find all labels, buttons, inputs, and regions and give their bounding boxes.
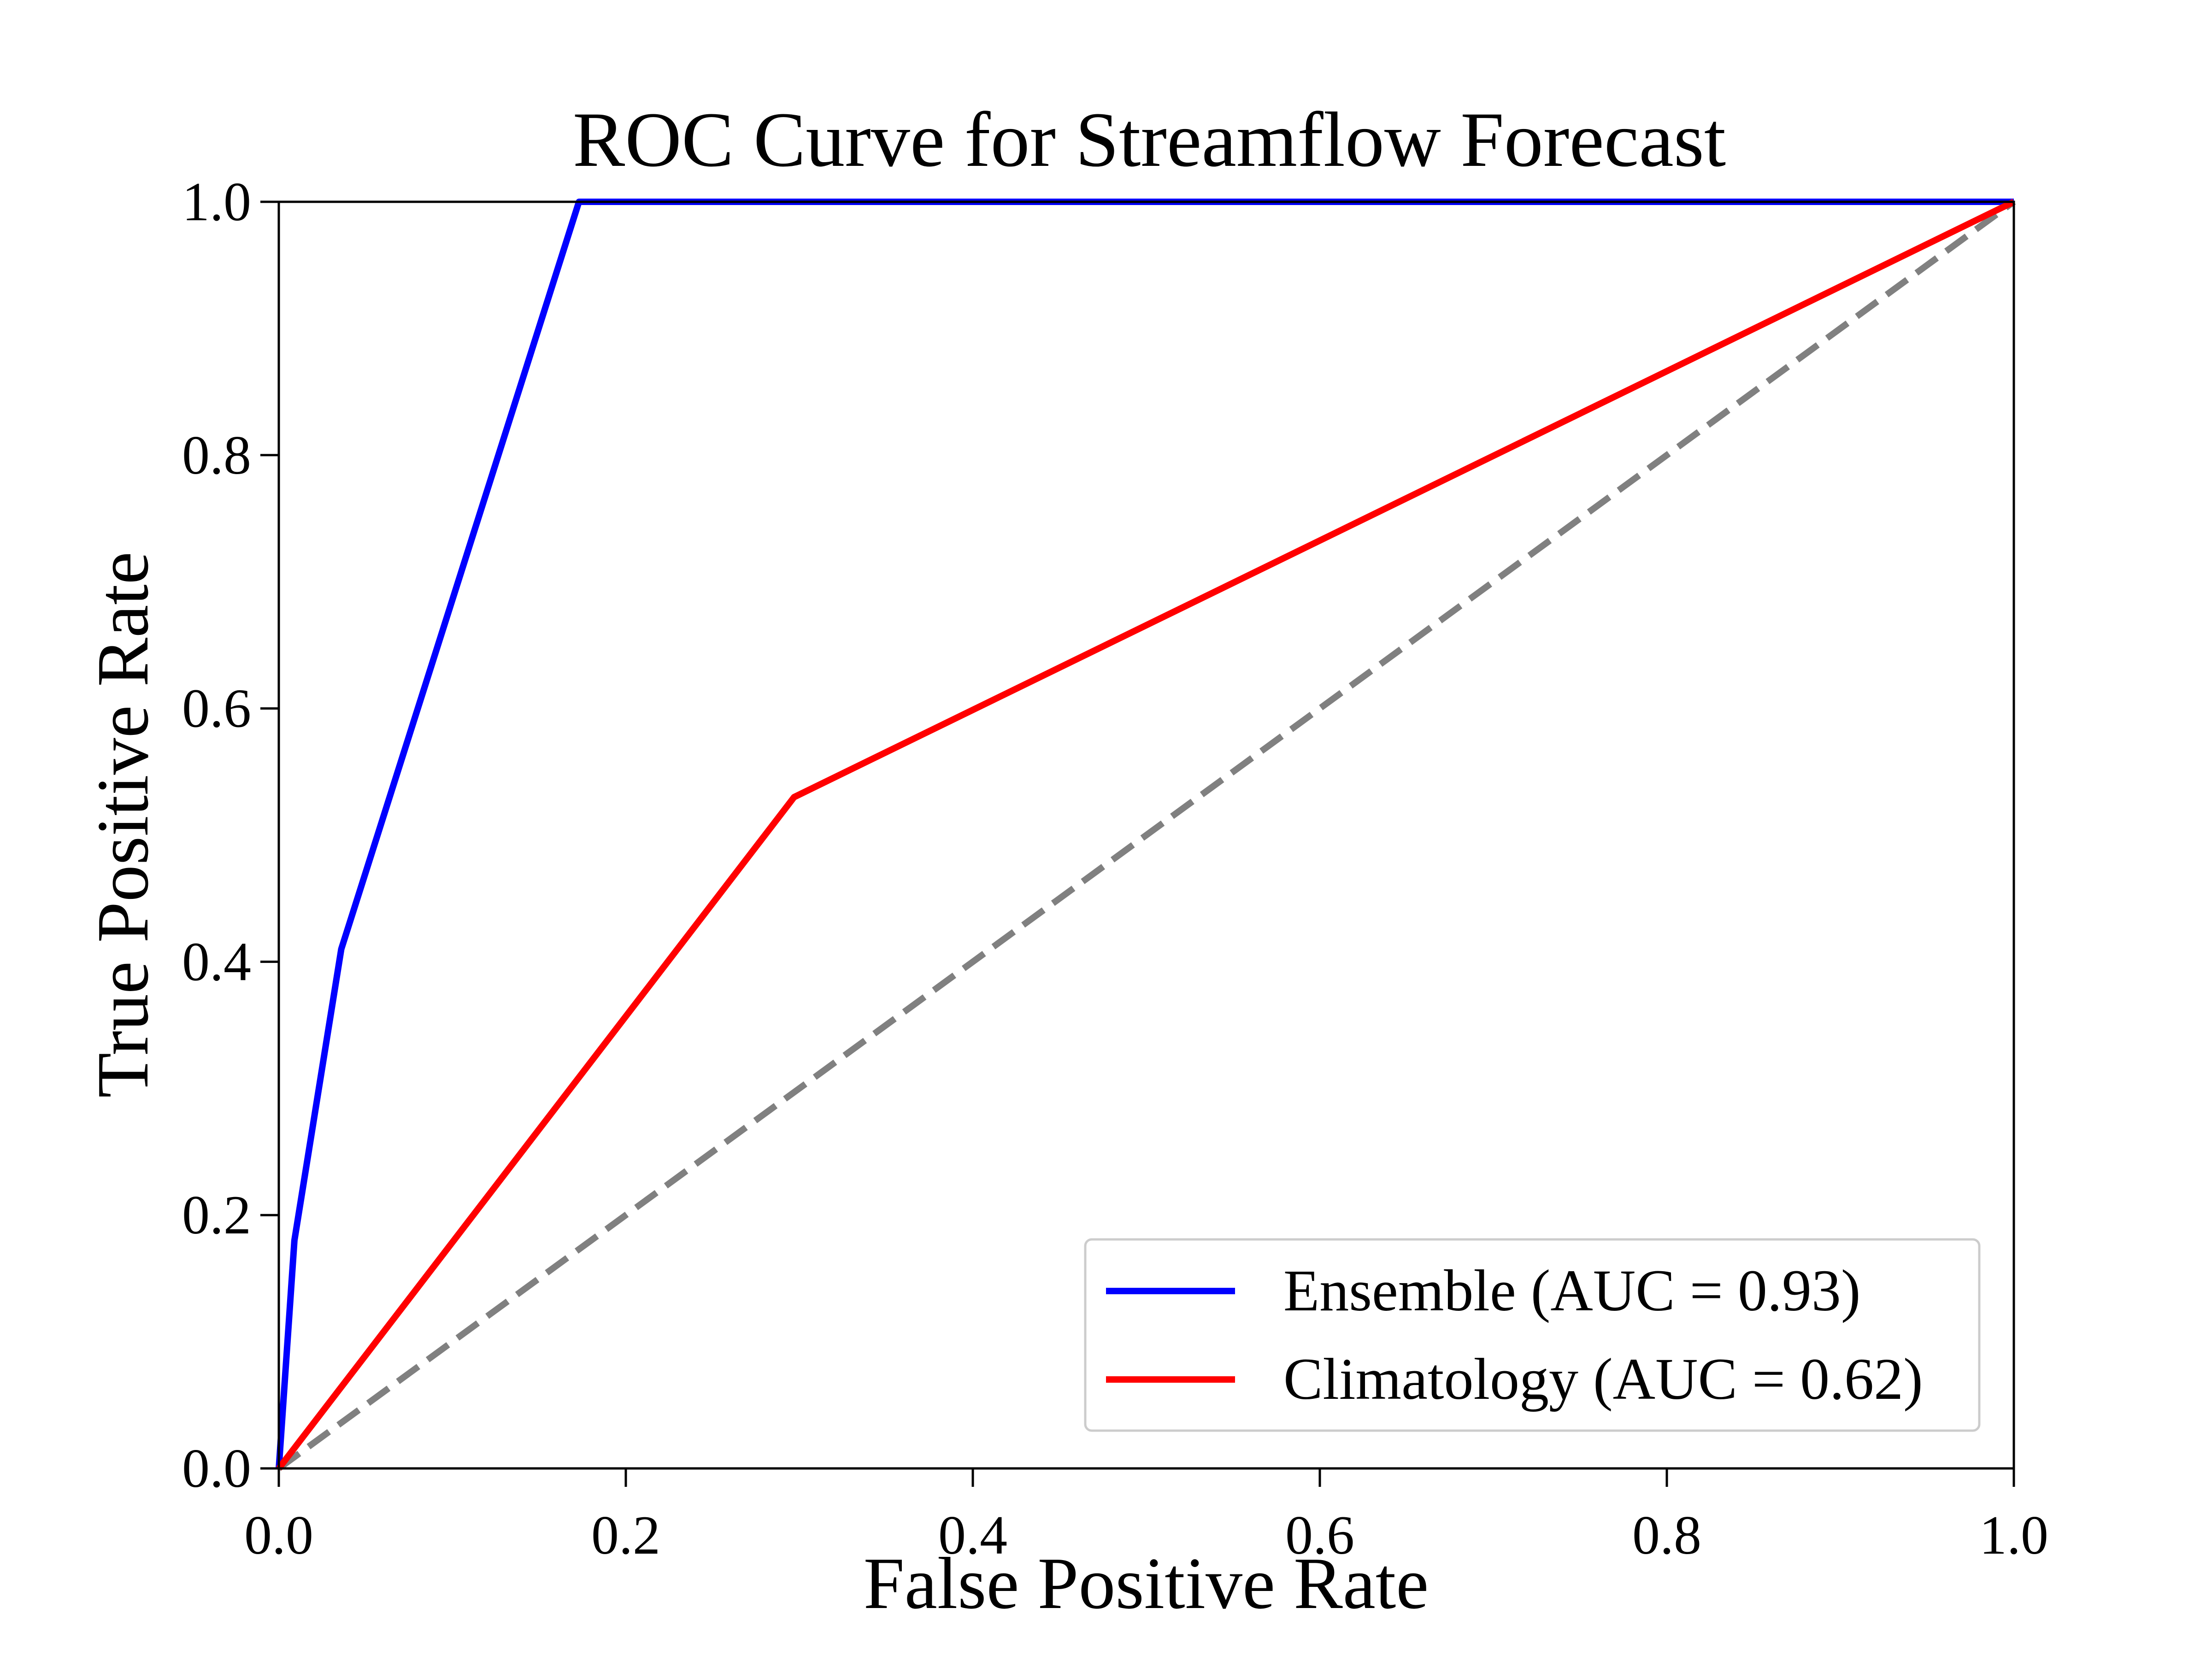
legend: Ensemble (AUC = 0.93) Climatology (AUC = … — [1084, 1238, 1981, 1432]
reference-diagonal-line — [276, 199, 2016, 1471]
y-tick-label: 0.2 — [182, 1184, 251, 1245]
y-tick-label: 0.0 — [182, 1438, 251, 1499]
y-axis-label: True Positive Rate — [82, 552, 164, 1098]
x-tick-label: 0.4 — [938, 1504, 1007, 1566]
x-tick-label: 0.2 — [591, 1504, 660, 1566]
x-tick-label: 0.6 — [1285, 1504, 1354, 1566]
axes-frame — [277, 200, 2015, 1470]
y-tick-label: 0.4 — [182, 931, 251, 992]
legend-label-climatology: Climatology (AUC = 0.62) — [1283, 1346, 1923, 1412]
x-tick-label: 1.0 — [1979, 1504, 2048, 1566]
legend-label-ensemble: Ensemble (AUC = 0.93) — [1283, 1258, 1860, 1323]
legend-box — [1084, 1238, 1981, 1432]
chart-title: ROC Curve for Streamflow Forecast — [573, 96, 1726, 183]
x-tick-label: 0.0 — [244, 1504, 313, 1566]
x-tick-label: 0.8 — [1632, 1504, 1701, 1566]
x-axis-label: False Positive Rate — [864, 1542, 1429, 1624]
y-tick-label: 0.6 — [182, 678, 251, 739]
y-tick-label: 0.8 — [182, 424, 251, 486]
series-line-climatology — [276, 199, 2016, 1471]
y-tick-label: 1.0 — [182, 171, 251, 232]
plot-area: 0.0 0.2 0.4 0.6 0.8 1.0 0.0 0.2 0.4 0.6 0.8 1.0 — [182, 171, 2048, 1566]
